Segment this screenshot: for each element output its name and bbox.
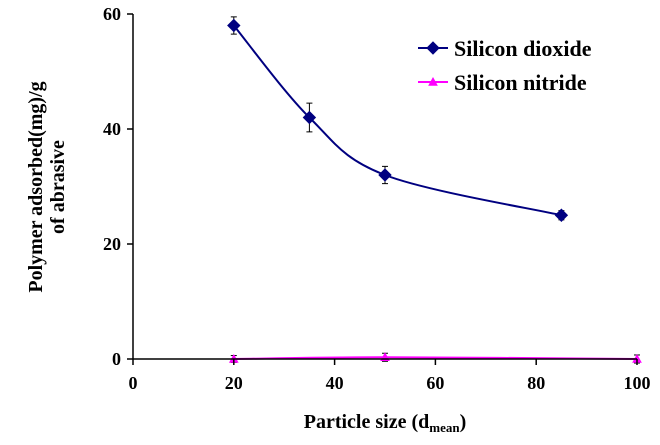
axes	[132, 14, 637, 360]
x-tick-label: 60	[426, 373, 444, 393]
y-axis-title-line2: of abrasive	[47, 140, 69, 234]
y-tick-label: 0	[112, 349, 121, 369]
legend: Silicon dioxide Silicon nitride	[418, 36, 592, 95]
y-tick-label: 60	[103, 4, 121, 24]
x-axis-title-main: Particle size (d	[304, 411, 430, 433]
legend-label: Silicon nitride	[454, 70, 587, 95]
series-line	[233, 24, 562, 217]
x-tick-label: 20	[225, 373, 243, 393]
data-point	[227, 18, 241, 33]
y-tick-label: 20	[103, 234, 121, 254]
x-axis-title-end: )	[460, 411, 467, 433]
x-axis-title-subscript: mean	[429, 420, 460, 435]
x-tick-label: 40	[326, 373, 344, 393]
plot-area	[227, 16, 642, 364]
ticks: 0 20 40 60 80 100 0 20 40 60	[103, 4, 651, 393]
legend-swatch-marker	[426, 41, 440, 55]
x-tick-label: 100	[624, 373, 651, 393]
data-point	[554, 208, 569, 222]
x-tick-label: 0	[129, 373, 138, 393]
y-tick-label: 40	[103, 119, 121, 139]
x-axis-title: Particle size (dmean)	[304, 411, 467, 435]
y-axis-title-line1: Polymer adsorbed(mg)/g	[25, 81, 47, 292]
data-point	[302, 110, 317, 125]
series-1	[227, 16, 569, 222]
legend-label: Silicon dioxide	[454, 36, 592, 61]
x-tick-label: 80	[527, 373, 545, 393]
legend-swatch-marker	[428, 76, 438, 86]
data-point	[378, 168, 392, 182]
